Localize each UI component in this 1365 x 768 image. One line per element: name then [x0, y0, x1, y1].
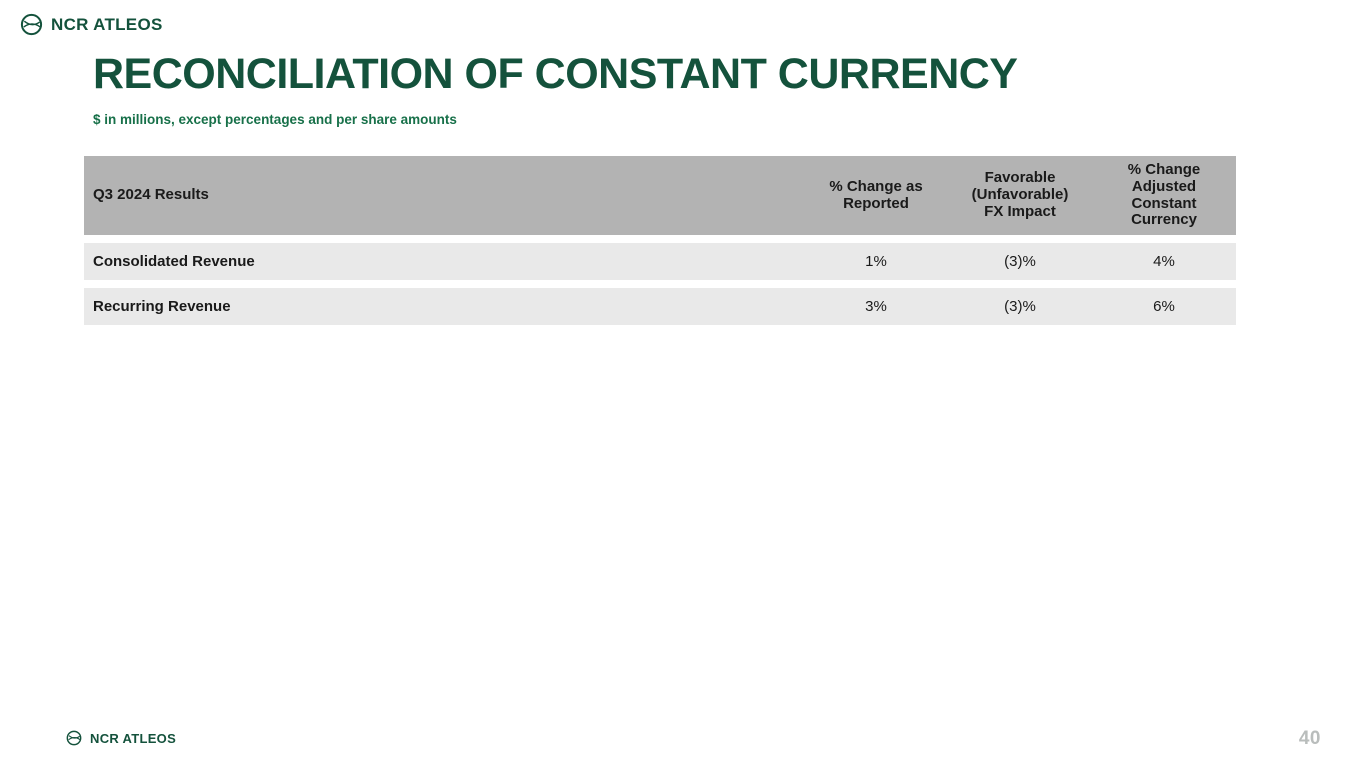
ncr-atleos-globe-icon — [20, 13, 43, 36]
row-label: Consolidated Revenue — [93, 253, 255, 270]
page-number: 40 — [1298, 728, 1321, 749]
constant-currency-table: Q3 2024 Results % Change as Reported Fav… — [84, 156, 1236, 325]
column-header-fx-impact: Favorable (Unfavorable) FX Impact — [971, 169, 1069, 220]
cell-adjusted-constant-currency: 6% — [1153, 298, 1175, 315]
row-label: Recurring Revenue — [93, 298, 231, 315]
table-row-recurring-revenue: Recurring Revenue 3% (3)% 6% — [84, 288, 1236, 325]
cell-change-as-reported: 1% — [865, 253, 887, 270]
column-header-q3-2024-results: Q3 2024 Results — [93, 186, 209, 204]
cell-adjusted-constant-currency: 4% — [1153, 253, 1175, 270]
column-header-adjusted-constant-currency: % Change Adjusted Constant Currency — [1127, 160, 1201, 229]
cell-change-as-reported: 3% — [865, 298, 887, 315]
table-header-row: Q3 2024 Results % Change as Reported Fav… — [84, 156, 1236, 235]
brand-wordmark: NCR ATLEOS — [51, 14, 163, 34]
cell-fx-impact: (3)% — [1004, 253, 1036, 270]
cell-fx-impact: (3)% — [1004, 298, 1036, 315]
brand-header: NCR ATLEOS — [20, 13, 163, 36]
brand-wordmark: NCR ATLEOS — [90, 730, 177, 746]
column-header-change-as-reported: % Change as Reported — [829, 177, 923, 212]
table-row-consolidated-revenue: Consolidated Revenue 1% (3)% 4% — [84, 243, 1236, 280]
page-title: RECONCILIATION OF CONSTANT CURRENCY — [93, 50, 1018, 98]
page-subtitle: $ in millions, except percentages and pe… — [93, 112, 457, 127]
ncr-atleos-globe-icon — [66, 730, 82, 746]
brand-footer: NCR ATLEOS — [66, 730, 176, 746]
